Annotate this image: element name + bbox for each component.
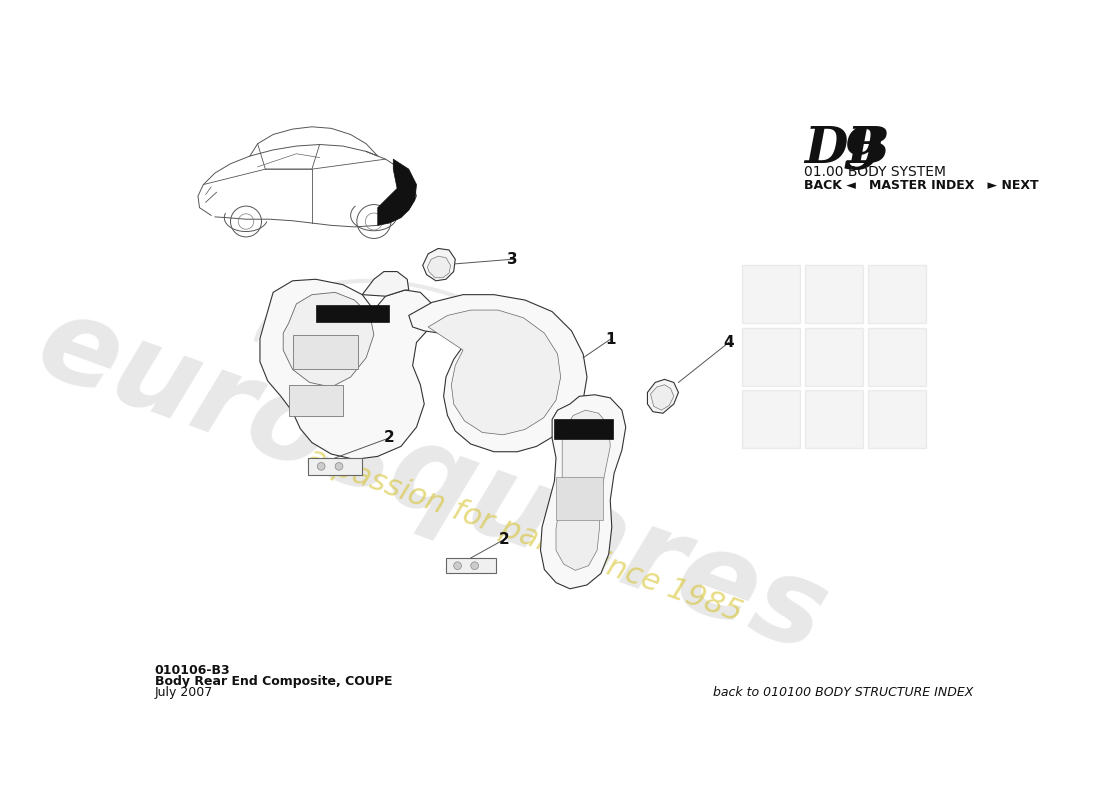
Text: DB: DB <box>804 126 890 174</box>
Polygon shape <box>362 271 409 296</box>
Text: 2: 2 <box>498 532 509 547</box>
Circle shape <box>317 462 326 470</box>
Polygon shape <box>377 159 417 226</box>
Text: 4: 4 <box>724 335 734 350</box>
Polygon shape <box>556 410 610 570</box>
Bar <box>742 328 800 386</box>
Polygon shape <box>427 256 451 278</box>
Text: a passion for parts since 1985: a passion for parts since 1985 <box>304 442 747 627</box>
Bar <box>316 306 389 322</box>
Bar <box>293 334 359 370</box>
Circle shape <box>471 562 478 570</box>
Bar <box>742 390 800 448</box>
Bar <box>288 385 343 415</box>
Bar <box>805 266 862 323</box>
Polygon shape <box>650 385 674 410</box>
Text: 01.00 BODY SYSTEM: 01.00 BODY SYSTEM <box>804 166 946 179</box>
Circle shape <box>453 562 462 570</box>
Polygon shape <box>409 294 587 452</box>
Bar <box>554 419 613 438</box>
Bar <box>742 266 800 323</box>
Polygon shape <box>422 249 455 281</box>
Polygon shape <box>540 394 626 589</box>
Circle shape <box>336 462 343 470</box>
Polygon shape <box>648 379 679 414</box>
Text: 9: 9 <box>843 126 883 182</box>
Bar <box>868 328 926 386</box>
Bar <box>805 390 862 448</box>
Text: 3: 3 <box>507 252 518 266</box>
Bar <box>868 390 926 448</box>
Text: back to 010100 BODY STRUCTURE INDEX: back to 010100 BODY STRUCTURE INDEX <box>713 686 974 699</box>
Text: 1: 1 <box>605 332 616 347</box>
Bar <box>868 266 926 323</box>
Polygon shape <box>260 279 432 459</box>
Text: eurosquares: eurosquares <box>22 285 842 677</box>
Bar <box>556 477 603 519</box>
Bar <box>805 328 862 386</box>
Bar <box>308 458 362 475</box>
Text: July 2007: July 2007 <box>154 686 212 699</box>
Text: 010106-B3: 010106-B3 <box>154 664 230 678</box>
Polygon shape <box>428 310 561 435</box>
Text: BACK ◄   MASTER INDEX   ► NEXT: BACK ◄ MASTER INDEX ► NEXT <box>804 179 1038 192</box>
Polygon shape <box>283 292 374 387</box>
Text: 2: 2 <box>384 430 395 446</box>
Text: Body Rear End Composite, COUPE: Body Rear End Composite, COUPE <box>154 675 392 688</box>
Bar <box>446 558 496 574</box>
